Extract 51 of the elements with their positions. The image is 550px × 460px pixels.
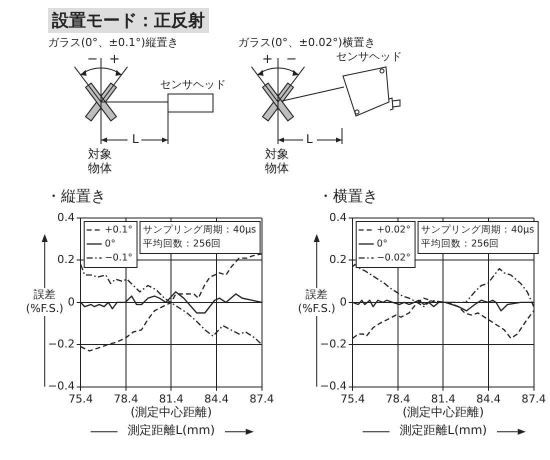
text: 設置モード：正反射 (48, 8, 209, 33)
x-tick-label: 78.4 (386, 392, 410, 406)
text: (測定中心距離) (402, 404, 484, 419)
y-tick-label: 0 (68, 295, 75, 308)
x-tick-label: 84.4 (476, 392, 501, 406)
legend-label: +0.1° (104, 224, 133, 236)
legend-label: 0° (104, 238, 116, 250)
x-tick-label: 81.4 (158, 392, 184, 406)
text: ガラス(0°、±0.02°)横置き (238, 36, 376, 49)
y-tick-label: 0.4 (57, 210, 75, 224)
text: − (286, 52, 297, 67)
x-tick-label: 78.4 (114, 392, 138, 406)
x-tick-label: 75.4 (68, 392, 93, 406)
y-tick-label: 0.4 (329, 210, 347, 224)
x-tick-label: 87.4 (522, 392, 546, 406)
annotation: 平均回数：256回 (143, 237, 222, 250)
y-tick-label: 0 (340, 295, 347, 308)
text: (測定中心距離) (130, 404, 212, 419)
annotation: 平均回数：256回 (421, 237, 500, 250)
y-tick-label: −0.4 (48, 380, 75, 393)
y-tick-label: −0.4 (320, 380, 347, 393)
x-tick-label: 75.4 (340, 392, 365, 406)
text: センサヘッド (160, 78, 226, 91)
chart-title: ・縦置き (46, 186, 106, 205)
x-tick-label: 87.4 (250, 392, 274, 406)
y-tick-label: 0.2 (57, 253, 75, 266)
y-tick-label: −0.2 (48, 337, 75, 350)
legend-label: 0° (376, 238, 388, 250)
y-axis-title: 誤差(%F.S.) (294, 288, 340, 316)
annotation: サンプリング周期：40μs (421, 223, 534, 236)
text: 対象物体 (88, 147, 113, 175)
legend-label: −0.02° (376, 252, 411, 264)
chart-title: ・横置き (318, 186, 378, 205)
text: センサヘッド (336, 50, 402, 63)
y-tick-label: −0.2 (320, 337, 347, 350)
legend-label: +0.02° (376, 224, 411, 236)
x-tick-label: 81.4 (430, 392, 456, 406)
y-tick-label: 0.2 (329, 253, 347, 266)
text: + (109, 52, 120, 67)
text: ガラス(0°、±0.1°)縦置き (48, 36, 178, 49)
x-axis-title: 測定距離L(mm) (400, 422, 487, 437)
text: + (262, 52, 273, 67)
text: L (132, 132, 139, 146)
text: − (87, 52, 98, 67)
x-tick-label: 84.4 (204, 392, 229, 406)
text: L (306, 132, 313, 146)
text: 対象物体 (265, 147, 290, 175)
y-axis-title: 誤差(%F.S.) (22, 288, 68, 316)
legend-label: −0.1° (104, 252, 133, 264)
annotation: サンプリング周期：40μs (143, 223, 256, 236)
x-axis-title: 測定距離L(mm) (128, 422, 215, 437)
